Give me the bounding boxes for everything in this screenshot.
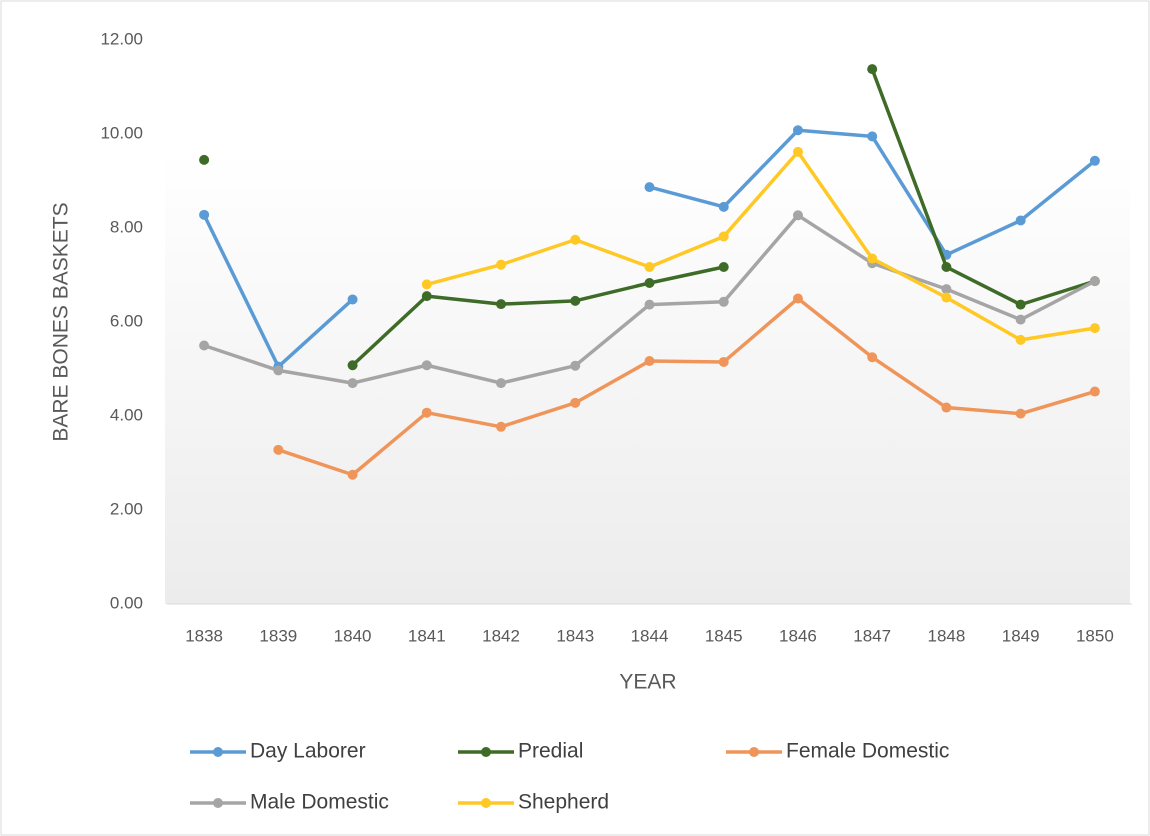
data-point xyxy=(1089,323,1100,334)
y-tick-label: 8.00 xyxy=(110,217,143,236)
x-tick-label: 1848 xyxy=(928,626,966,645)
legend-marker xyxy=(213,798,223,808)
data-point xyxy=(644,277,655,288)
x-tick-label: 1849 xyxy=(1002,626,1040,645)
data-point xyxy=(644,299,655,310)
data-point xyxy=(867,352,878,363)
series-line xyxy=(425,150,1097,342)
legend-marker xyxy=(481,747,491,757)
data-point xyxy=(941,402,952,413)
data-point xyxy=(941,292,952,303)
x-tick-label: 1844 xyxy=(631,626,669,645)
series-line xyxy=(276,296,1097,477)
data-point xyxy=(570,234,581,245)
legend-marker xyxy=(213,747,223,757)
data-point xyxy=(421,360,432,371)
data-point xyxy=(867,64,878,75)
data-point xyxy=(199,154,210,165)
data-point xyxy=(421,407,432,418)
data-point xyxy=(644,262,655,273)
legend-label: Shepherd xyxy=(518,791,609,814)
data-point xyxy=(718,231,729,242)
legend-label: Female Domestic xyxy=(786,740,949,763)
data-point xyxy=(644,356,655,367)
data-point xyxy=(867,131,878,142)
y-tick-label: 4.00 xyxy=(110,405,143,424)
y-tick-label: 12.00 xyxy=(100,29,143,48)
data-point xyxy=(1015,215,1026,226)
data-point xyxy=(644,182,655,193)
data-point xyxy=(496,378,507,389)
data-point xyxy=(718,356,729,367)
data-point xyxy=(496,299,507,310)
data-point xyxy=(1015,334,1026,345)
data-point xyxy=(570,295,581,306)
data-point xyxy=(570,360,581,371)
legend-marker xyxy=(749,747,759,757)
data-point xyxy=(570,397,581,408)
data-point xyxy=(792,125,803,136)
data-point xyxy=(1015,299,1026,310)
data-point xyxy=(347,294,358,305)
data-point xyxy=(421,279,432,290)
x-tick-label: 1841 xyxy=(408,626,446,645)
y-tick-label: 10.00 xyxy=(100,123,143,142)
data-point xyxy=(273,444,284,455)
data-point xyxy=(1089,276,1100,287)
data-point xyxy=(496,421,507,432)
x-tick-label: 1843 xyxy=(556,626,594,645)
data-point xyxy=(1015,408,1026,419)
x-tick-label: 1850 xyxy=(1076,626,1114,645)
series-line xyxy=(350,67,1097,367)
y-tick-label: 2.00 xyxy=(110,499,143,518)
data-point xyxy=(199,340,210,351)
data-point xyxy=(347,360,358,371)
data-point xyxy=(792,293,803,304)
x-tick-label: 1840 xyxy=(334,626,372,645)
x-tick-label: 1845 xyxy=(705,626,743,645)
x-tick-label: 1847 xyxy=(853,626,891,645)
data-point xyxy=(718,262,729,273)
data-point xyxy=(1089,386,1100,397)
data-point xyxy=(1089,155,1100,166)
data-point xyxy=(1015,314,1026,325)
data-point xyxy=(941,284,952,295)
data-point xyxy=(347,469,358,480)
x-tick-label: 1846 xyxy=(779,626,817,645)
data-point xyxy=(792,210,803,221)
x-axis-title: YEAR xyxy=(619,671,676,694)
legend-marker xyxy=(481,798,491,808)
legend-label: Predial xyxy=(518,740,583,763)
data-point xyxy=(718,296,729,307)
data-point xyxy=(421,291,432,302)
x-tick-label: 1839 xyxy=(259,626,297,645)
x-tick-label: 1842 xyxy=(482,626,520,645)
data-point xyxy=(718,201,729,212)
data-point xyxy=(273,365,284,376)
data-point xyxy=(792,146,803,157)
data-point xyxy=(199,209,210,220)
legend-label: Day Laborer xyxy=(250,740,366,763)
data-point xyxy=(496,259,507,270)
y-tick-label: 0.00 xyxy=(110,593,143,612)
x-tick-label: 1838 xyxy=(185,626,223,645)
data-point xyxy=(867,253,878,264)
data-point xyxy=(941,262,952,273)
data-point xyxy=(347,378,358,389)
legend-label: Male Domestic xyxy=(250,791,389,814)
y-axis-title: BARE BONES BASKETS xyxy=(50,202,73,441)
y-tick-label: 6.00 xyxy=(110,311,143,330)
